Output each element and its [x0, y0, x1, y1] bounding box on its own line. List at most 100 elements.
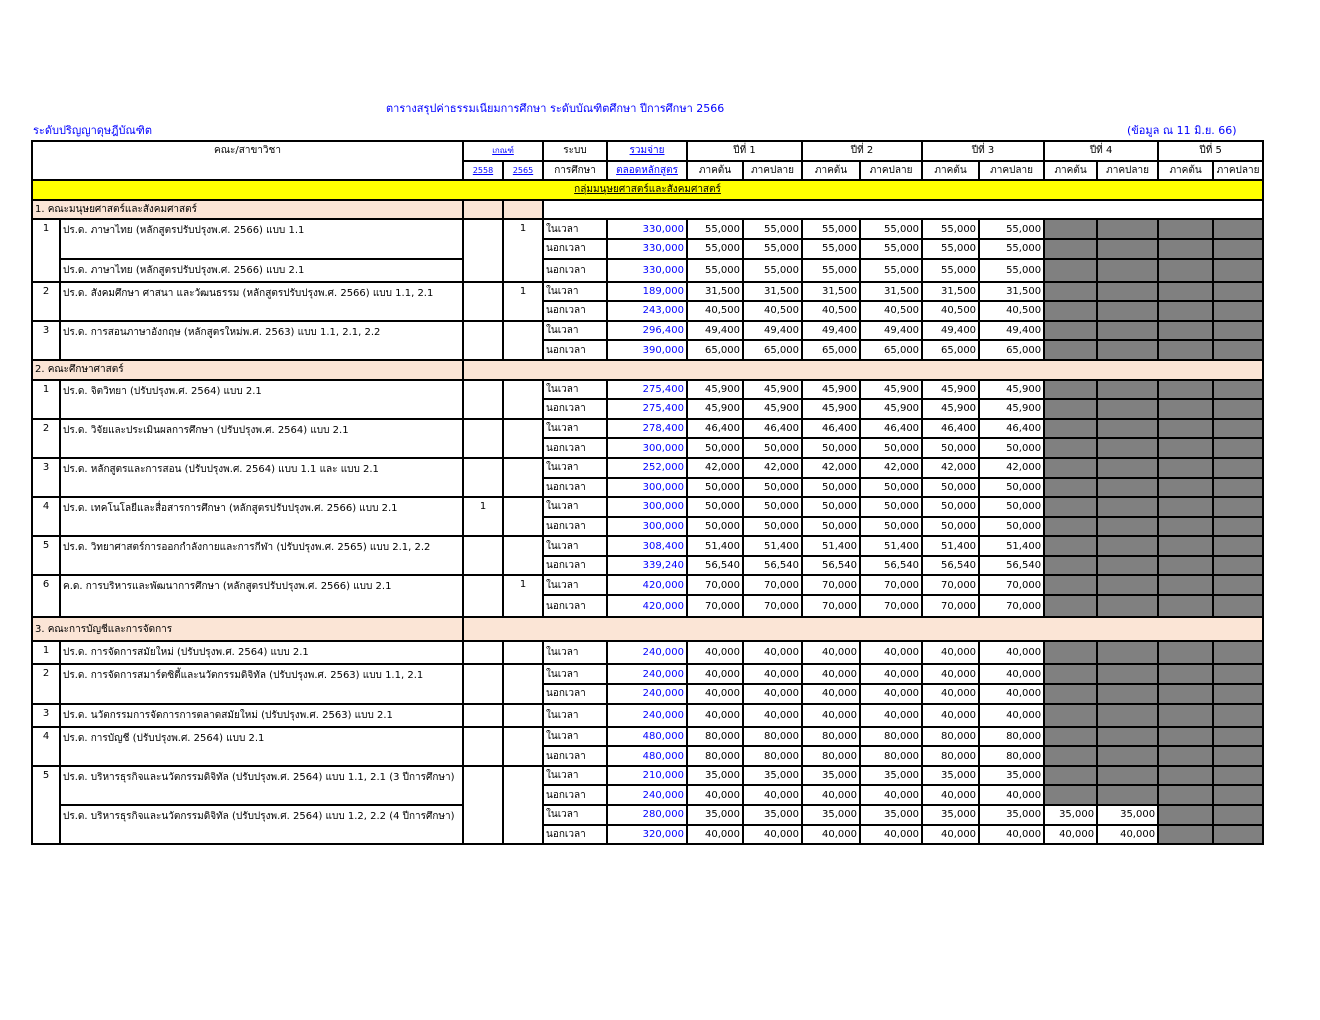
semester-fee: 40,000 — [978, 683, 1046, 705]
program-name: ค.ด. การบริหารและพัฒนาการศึกษา (หลักสูตร… — [59, 574, 464, 619]
semester-fee: 51,400 — [921, 535, 981, 557]
criteria-2565 — [501, 319, 545, 361]
criteria-2565: 1 — [501, 218, 545, 283]
semester-fee: 70,000 — [978, 594, 1046, 619]
semester-fee: 31,500 — [859, 280, 924, 303]
semester-fee: 70,000 — [801, 574, 862, 597]
semester-fee: 40,000 — [801, 683, 862, 705]
total-fee: 390,000 — [606, 339, 689, 361]
semester-fee: 56,540 — [978, 554, 1046, 577]
semester-fee: 40,000 — [686, 702, 745, 728]
degree-level: ระดับปริญญาดุษฎีบัณฑิต — [33, 124, 152, 137]
not-applicable-cell — [1043, 745, 1099, 767]
not-applicable-cell — [1212, 300, 1265, 322]
semester-fee: 46,400 — [801, 417, 862, 440]
semester-fee: 40,000 — [859, 683, 924, 705]
not-applicable-cell — [1096, 725, 1160, 748]
not-applicable-cell — [1212, 496, 1265, 518]
header-row-1: คณะ/สาขาวิชา เกณฑ์ ระบบ รวมจ่าย ปีที่ 1 … — [31, 139, 1265, 182]
not-applicable-cell — [1096, 515, 1160, 538]
semester-fee: 55,000 — [978, 237, 1046, 260]
study-mode: ในเวลา — [542, 702, 609, 728]
semester-fee: 35,000 — [859, 764, 924, 787]
semester-fee: 70,000 — [686, 574, 745, 597]
semester-fee: 40,000 — [686, 823, 745, 846]
study-mode: นอกเวลา — [542, 437, 609, 459]
not-applicable-cell — [1157, 683, 1215, 705]
semester-fee: 55,000 — [859, 257, 924, 283]
not-applicable-cell — [1043, 417, 1099, 440]
not-applicable-cell — [1096, 745, 1160, 767]
total-fee: 420,000 — [606, 574, 689, 597]
total-fee: 210,000 — [606, 764, 689, 787]
not-applicable-cell — [1043, 280, 1099, 303]
not-applicable-cell — [1043, 725, 1099, 748]
program-number: 5 — [31, 764, 61, 846]
semester-fee: 40,000 — [921, 702, 981, 728]
semester-fee: 46,400 — [686, 417, 745, 440]
semester-fee: 56,540 — [742, 554, 804, 577]
study-mode: นอกเวลา — [542, 683, 609, 705]
study-mode: นอกเวลา — [542, 594, 609, 619]
not-applicable-cell — [1043, 515, 1099, 538]
semester-fee: 51,400 — [978, 535, 1046, 557]
semester-fee: 31,500 — [921, 280, 981, 303]
table-row: 4 ปร.ด. การบัญชี (ปรับปรุงพ.ศ. 2564) แบบ … — [31, 725, 1265, 767]
total-fee: 320,000 — [606, 823, 689, 846]
not-applicable-cell — [1157, 257, 1215, 283]
criteria-2565 — [501, 417, 545, 459]
not-applicable-cell — [1212, 574, 1265, 597]
fee-table: คณะ/สาขาวิชา เกณฑ์ ระบบ รวมจ่าย ปีที่ 1 … — [30, 139, 1265, 846]
not-applicable-cell — [1157, 417, 1215, 440]
semester-fee: 40,000 — [686, 683, 745, 705]
semester-fee: 40,000 — [859, 702, 924, 728]
total-fee: 300,000 — [606, 437, 689, 459]
semester-header: ภาคปลาย — [1096, 159, 1160, 182]
semester-fee: 55,000 — [686, 218, 745, 240]
not-applicable-cell — [1157, 319, 1215, 342]
program-number: 5 — [31, 535, 61, 577]
not-applicable-cell — [1212, 535, 1265, 557]
program-number: 2 — [31, 417, 61, 459]
table-row: นอกเวลา 320,000 40,000 40,000 40,000 40,000 40… — [32, 823, 1265, 846]
semester-fee: 50,000 — [686, 437, 745, 459]
table-row: นอกเวลา 300,000 50,000 50,000 50,000 50,000 50… — [32, 437, 1265, 459]
total-fee: 278,400 — [606, 417, 689, 440]
criteria-2565 — [501, 663, 545, 705]
semester-fee: 45,900 — [686, 398, 745, 420]
criteria-2558 — [462, 319, 504, 361]
table-row: 3 ปร.ด. การสอนภาษาอังกฤษ (หลักสูตรใหม่พ.ศ… — [31, 319, 1265, 361]
data-date: (ข้อมูล ณ 11 มิ.ย. 66) — [1127, 124, 1237, 137]
not-applicable-cell — [1096, 456, 1160, 479]
total-fee: 330,000 — [606, 257, 689, 283]
criteria-2565 — [501, 456, 545, 499]
semester-fee: 45,900 — [742, 378, 804, 401]
total-fee: 300,000 — [606, 476, 689, 499]
program-name: ปร.ด. ภาษาไทย (หลักสูตรปรับปรุงพ.ศ. 2566… — [59, 257, 464, 283]
program-number: 3 — [31, 319, 61, 361]
semester-fee: 55,000 — [921, 257, 981, 283]
semester-fee: 55,000 — [921, 218, 981, 240]
total-fee: 339,240 — [606, 554, 689, 577]
semester-fee: 51,400 — [686, 535, 745, 557]
semester-header: ภาคปลาย — [1212, 159, 1265, 182]
semester-fee: 70,000 — [859, 574, 924, 597]
program-name: ปร.ด. วิทยาศาสตร์การออกกำลังกายและการกีฬ… — [59, 535, 464, 577]
not-applicable-cell — [1157, 339, 1215, 361]
not-applicable-cell — [1096, 574, 1160, 597]
not-applicable-cell — [1043, 300, 1099, 322]
semester-fee: 40,000 — [801, 640, 862, 666]
not-applicable-cell — [1096, 417, 1160, 440]
faculty-name: 1. คณะมนุษยศาสตร์และสังคมศาสตร์ — [31, 198, 464, 221]
table-row: 3 ปร.ด. นวัตกรรมการจัดการการตลาดสมัยใหม่ … — [31, 702, 1265, 728]
semester-fee: 50,000 — [801, 476, 862, 499]
criteria-header: เกณฑ์ — [461, 140, 545, 162]
study-mode: ในเวลา — [542, 764, 609, 787]
not-applicable-cell — [1212, 554, 1265, 577]
not-applicable-cell — [1096, 554, 1160, 577]
year-1-header: ปีที่ 1 — [686, 140, 804, 162]
semester-fee: 31,500 — [686, 280, 745, 303]
table-row: นอกเวลา 420,000 70,000 70,000 70,000 70,000 70… — [32, 594, 1265, 619]
study-mode: ในเวลา — [542, 804, 609, 826]
not-applicable-cell — [1212, 594, 1265, 619]
